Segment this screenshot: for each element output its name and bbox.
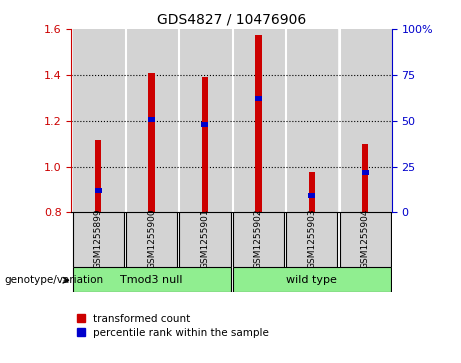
Bar: [95, 140, 101, 212]
Bar: [72, 29, 124, 212]
Legend: transformed count, percentile rank within the sample: transformed count, percentile rank withi…: [77, 314, 269, 338]
Bar: [286, 29, 337, 212]
Bar: [361, 170, 369, 175]
Bar: [308, 193, 315, 198]
Bar: [179, 212, 230, 267]
Bar: [202, 77, 208, 212]
Bar: [95, 188, 102, 193]
Text: GSM1255899: GSM1255899: [94, 208, 103, 269]
Text: Tmod3 null: Tmod3 null: [120, 274, 183, 285]
Bar: [233, 29, 284, 212]
Bar: [126, 29, 177, 212]
Bar: [308, 172, 315, 212]
Bar: [126, 212, 177, 267]
Text: wild type: wild type: [286, 274, 337, 285]
Title: GDS4827 / 10476906: GDS4827 / 10476906: [157, 12, 306, 26]
Text: GSM1255900: GSM1255900: [147, 208, 156, 269]
Bar: [362, 144, 368, 212]
Text: GSM1255904: GSM1255904: [361, 208, 370, 269]
Bar: [286, 212, 337, 267]
Bar: [339, 29, 391, 212]
Bar: [72, 267, 230, 292]
Bar: [233, 212, 284, 267]
Bar: [339, 212, 391, 267]
Text: GSM1255903: GSM1255903: [307, 208, 316, 269]
Text: GSM1255902: GSM1255902: [254, 208, 263, 269]
Bar: [255, 97, 262, 101]
Bar: [233, 267, 391, 292]
Text: GSM1255901: GSM1255901: [201, 208, 209, 269]
Bar: [72, 212, 124, 267]
Bar: [179, 29, 230, 212]
Bar: [255, 35, 261, 212]
Bar: [148, 73, 155, 212]
Bar: [148, 117, 155, 122]
Text: genotype/variation: genotype/variation: [5, 275, 104, 285]
Bar: [201, 122, 208, 127]
